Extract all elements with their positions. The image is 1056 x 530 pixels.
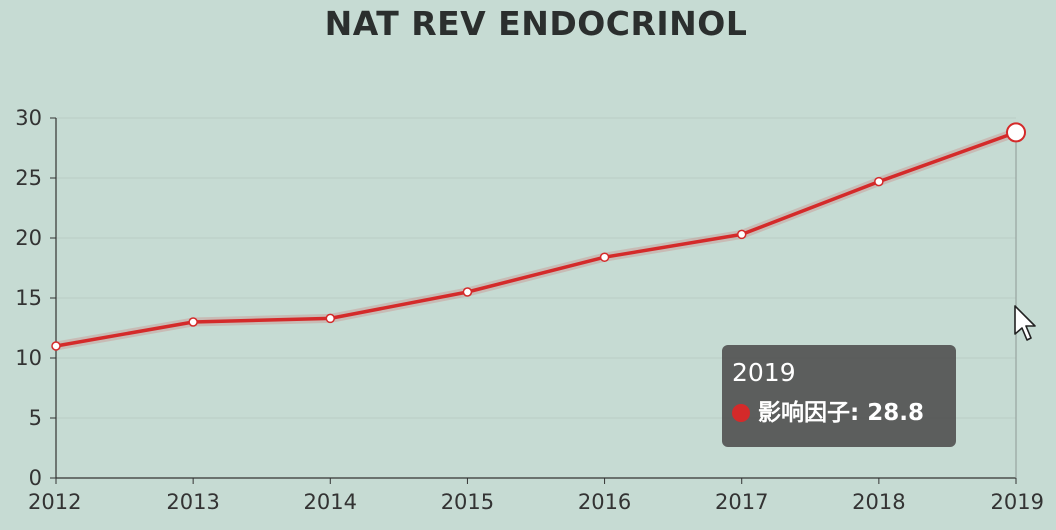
- y-tick-label: 20: [15, 226, 42, 250]
- series-marker-icon: [732, 404, 750, 422]
- data-point: [51, 341, 61, 351]
- y-tick-label: 30: [15, 106, 42, 130]
- y-tick-label: 25: [15, 166, 42, 190]
- x-tick-label: 2016: [578, 490, 631, 514]
- tooltip-row: 影响因子: 28.8: [732, 398, 946, 428]
- y-tick-label: 15: [15, 286, 42, 310]
- x-tick-label: 2012: [28, 490, 81, 514]
- series-line-glow: [55, 128, 1018, 351]
- x-tick-label: 2018: [852, 490, 905, 514]
- data-point: [1006, 122, 1026, 143]
- tooltip: 2019 影响因子: 28.8: [722, 345, 956, 447]
- x-tick-label: 2014: [304, 490, 357, 514]
- data-point: [462, 287, 473, 297]
- y-tick-label: 0: [29, 466, 42, 490]
- data-point: [874, 176, 884, 187]
- data-point: [736, 229, 747, 240]
- y-tick-label: 10: [15, 346, 42, 370]
- tooltip-value-text: 影响因子: 28.8: [758, 400, 924, 426]
- x-tick-label: 2013: [166, 490, 219, 514]
- chart-title: NAT REV ENDOCRINOL: [324, 4, 748, 43]
- x-tick-label: 2017: [715, 490, 768, 514]
- data-point: [188, 317, 198, 327]
- data-point: [325, 313, 336, 324]
- data-point: [599, 252, 610, 262]
- y-tick-label: 5: [29, 406, 42, 430]
- series-line: [55, 130, 1017, 348]
- mouse-cursor-icon: [1014, 305, 1036, 341]
- x-tick-label: 2019: [991, 490, 1044, 514]
- tooltip-title: 2019: [732, 358, 796, 387]
- x-tick-label: 2015: [441, 490, 494, 514]
